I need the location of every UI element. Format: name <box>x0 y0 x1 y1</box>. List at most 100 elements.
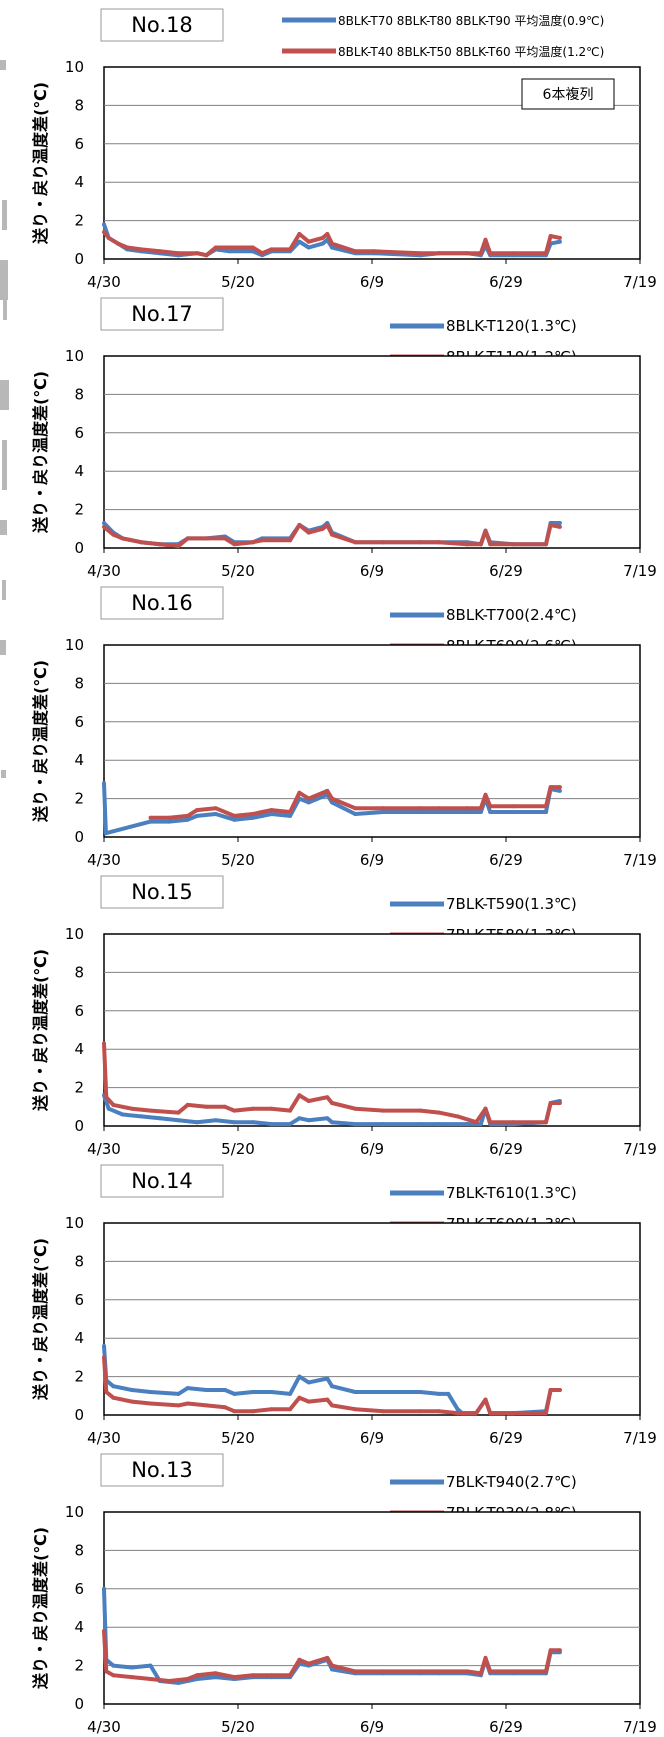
data-point <box>250 1390 255 1394</box>
plot-area <box>103 933 641 1127</box>
x-tick-label: 4/30 <box>87 562 121 580</box>
x-tick-label: 6/29 <box>489 1140 523 1158</box>
data-point <box>325 1655 330 1660</box>
panel-title-box: No.13 <box>100 1453 224 1487</box>
data-point <box>381 1409 386 1414</box>
data-point <box>102 521 106 525</box>
y-tick-label: 4 <box>74 462 84 480</box>
x-tick-label: 6/29 <box>489 562 523 580</box>
data-point <box>204 536 209 541</box>
panel-title: No.14 <box>131 1169 193 1193</box>
chart-panel-no18: No.18 8BLK-T70 8BLK-T80 8BLK-T90 平均温度(0.9… <box>31 8 657 291</box>
data-point <box>557 788 562 793</box>
x-tick-label: 5/20 <box>221 851 255 869</box>
data-point <box>325 1397 330 1402</box>
data-point <box>195 808 199 813</box>
data-point <box>232 1108 237 1113</box>
y-axis-label: 送り・戻り温度差(℃) <box>31 371 50 534</box>
x-tick-label: 5/20 <box>221 1429 255 1447</box>
data-point <box>483 792 488 797</box>
y-tick-label: 10 <box>65 925 84 943</box>
data-point <box>288 538 293 543</box>
data-point <box>353 1106 358 1111</box>
y-axis-label: 送り・戻り温度差(℃) <box>31 660 50 823</box>
y-tick-label: 10 <box>65 58 84 76</box>
panel-title-box: No.18 <box>100 8 224 42</box>
data-point <box>418 1409 423 1414</box>
data-point <box>120 536 125 541</box>
data-point <box>195 813 199 818</box>
data-point <box>204 1388 209 1392</box>
data-point <box>297 1395 302 1400</box>
y-tick-label: 2 <box>74 1079 84 1097</box>
data-point <box>483 1397 488 1402</box>
data-point <box>464 806 469 811</box>
data-point <box>330 1667 334 1672</box>
data-point <box>250 245 255 250</box>
x-tick-label: 4/30 <box>87 1718 121 1736</box>
data-point <box>544 1411 548 1416</box>
note-box: 6本複列 <box>521 78 615 110</box>
data-point <box>250 815 255 820</box>
data-point <box>548 1388 553 1392</box>
x-tick-label: 5/20 <box>221 562 255 580</box>
data-point <box>306 800 311 805</box>
data-point <box>269 1122 274 1127</box>
data-point <box>195 1673 199 1678</box>
data-point <box>269 1407 274 1412</box>
data-point <box>557 1388 562 1392</box>
data-point <box>227 249 232 254</box>
data-point <box>548 1101 553 1105</box>
data-point <box>297 790 302 795</box>
cropped-photo-decoration <box>0 60 9 778</box>
data-point <box>129 1388 134 1392</box>
data-point <box>185 1102 190 1107</box>
panel-title: No.15 <box>131 880 193 904</box>
data-point <box>129 1106 134 1111</box>
y-axis-label: 送り・戻り温度差(℃) <box>31 82 50 245</box>
data-point <box>557 239 562 244</box>
data-point <box>102 524 106 529</box>
x-tick-label: 6/9 <box>360 1429 384 1447</box>
data-point <box>111 1102 116 1107</box>
data-point <box>104 1095 109 1100</box>
data-point <box>232 542 237 547</box>
x-tick-label: 4/30 <box>87 273 121 291</box>
data-point <box>511 1669 516 1674</box>
data-point <box>381 1108 386 1113</box>
data-point <box>102 1343 106 1348</box>
data-point <box>548 1648 553 1653</box>
data-point <box>185 1401 190 1406</box>
data-point <box>260 251 265 256</box>
data-point <box>204 1403 209 1408</box>
data-point <box>418 810 423 814</box>
data-point <box>320 241 325 246</box>
data-point <box>353 812 358 816</box>
data-point <box>148 815 153 820</box>
data-point <box>288 1391 293 1396</box>
data-point <box>330 1101 334 1105</box>
data-point <box>213 812 218 816</box>
panel-title-box: No.17 <box>100 297 224 331</box>
y-axis-label: 送り・戻り温度差(℃) <box>31 949 50 1112</box>
data-point <box>437 1391 441 1396</box>
data-point <box>353 1407 358 1412</box>
x-tick-label: 6/9 <box>360 1718 384 1736</box>
legend-entry: 7BLK-T590(1.3℃) <box>446 895 577 913</box>
data-point <box>381 540 386 545</box>
data-point <box>111 1673 116 1678</box>
data-point <box>437 1409 441 1414</box>
data-point <box>288 813 293 818</box>
data-point <box>483 237 488 242</box>
data-point <box>195 1677 199 1681</box>
data-point <box>330 532 334 537</box>
y-tick-label: 0 <box>74 828 84 846</box>
x-tick-label: 6/29 <box>489 1718 523 1736</box>
y-tick-label: 8 <box>74 674 84 692</box>
chart-panel-no15: No.157BLK-T590(1.3℃)7BLK-T580(1.3℃)02468… <box>31 875 657 1158</box>
data-point <box>437 1669 441 1674</box>
data-point <box>176 1110 181 1115</box>
data-point <box>464 1122 469 1127</box>
data-point <box>488 251 493 256</box>
data-point <box>544 1669 548 1674</box>
